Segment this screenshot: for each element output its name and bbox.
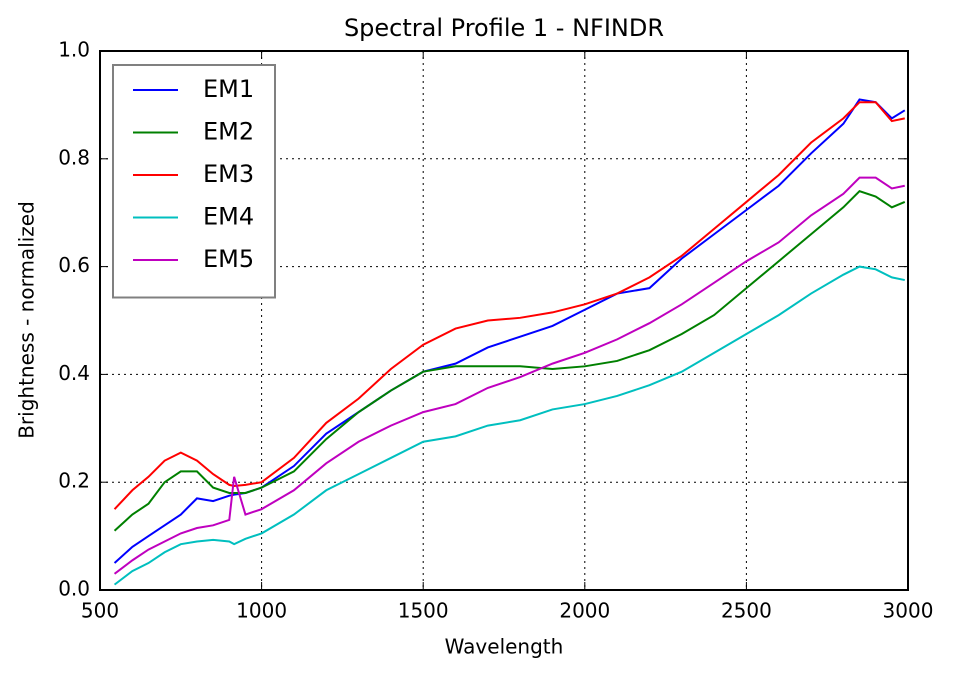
series-line xyxy=(113,189,906,532)
series-line xyxy=(113,265,905,586)
series-line xyxy=(113,176,905,575)
y-axis-label: Brightness - normalized xyxy=(15,201,39,439)
legend-label: EM4 xyxy=(203,203,254,231)
legend-label: EM5 xyxy=(203,245,254,273)
series-line xyxy=(113,101,905,510)
x-axis-label: Wavelength xyxy=(445,635,564,659)
legend-box xyxy=(112,64,276,299)
x-tick-label: 500 xyxy=(81,599,119,623)
x-tick-label: 3000 xyxy=(883,599,934,623)
legend-label: EM2 xyxy=(203,118,254,146)
x-tick-label: 1000 xyxy=(236,599,287,623)
y-tick-label: 0.2 xyxy=(58,469,90,493)
x-tick-label: 2500 xyxy=(721,599,772,623)
legend-label: EM1 xyxy=(203,75,254,103)
chart-title: Spectral Profile 1 - NFINDR xyxy=(344,14,664,42)
x-tick-label: 1500 xyxy=(398,599,449,623)
y-tick-label: 0.0 xyxy=(58,577,90,601)
series-line xyxy=(113,98,906,564)
y-tick-label: 0.6 xyxy=(58,253,90,277)
legend-label: EM3 xyxy=(203,160,254,188)
y-tick-label: 1.0 xyxy=(58,38,90,62)
x-tick-label: 2000 xyxy=(559,599,610,623)
plot-frame xyxy=(99,50,909,591)
y-tick-label: 0.4 xyxy=(58,361,90,385)
y-tick-label: 0.8 xyxy=(58,145,90,169)
